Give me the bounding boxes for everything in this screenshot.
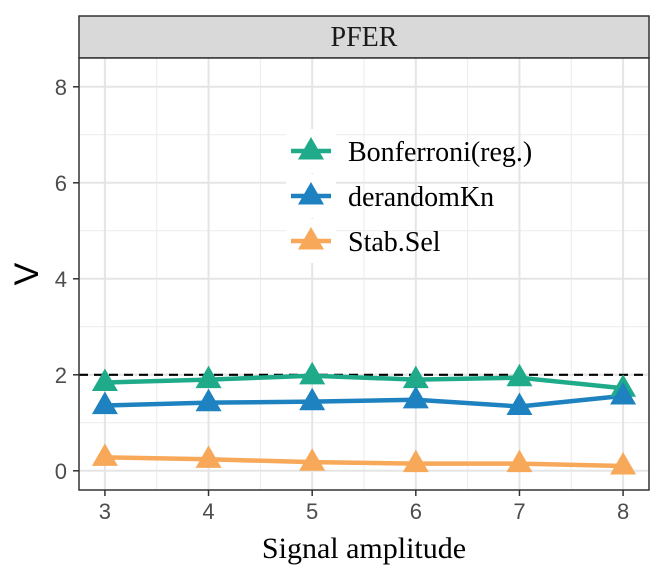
facet-title: PFER — [331, 22, 398, 53]
legend-key-marker — [298, 227, 324, 250]
data-point — [299, 448, 326, 471]
legend-label: Bonferroni(reg.) — [348, 137, 532, 168]
legend-key-marker — [298, 137, 324, 160]
plot-border — [78, 57, 650, 491]
y-axis-title: V — [8, 262, 46, 285]
x-tick-label: 4 — [202, 499, 214, 524]
legend: Bonferroni(reg.) derandomKn Stab.Sel — [286, 129, 532, 263]
data-point — [402, 385, 429, 409]
data-point — [91, 443, 118, 466]
legend-key-marker — [298, 182, 324, 205]
data-point — [402, 365, 429, 389]
legend-label: Stab.Sel — [348, 227, 441, 258]
data-point — [195, 388, 222, 412]
data-point — [506, 392, 533, 416]
series-layer — [91, 361, 637, 475]
data-point — [506, 449, 533, 473]
x-tick-label: 6 — [410, 499, 422, 524]
x-axis: 3 4 5 6 7 8 — [99, 490, 629, 524]
y-tick-label: 6 — [55, 171, 67, 196]
data-point — [402, 449, 429, 473]
data-point — [610, 452, 637, 475]
x-tick-label: 7 — [513, 499, 525, 524]
y-tick-label: 0 — [55, 459, 67, 484]
data-point — [195, 445, 222, 468]
x-axis-title: Signal amplitude — [262, 532, 466, 565]
legend-label: derandomKn — [348, 182, 494, 213]
major-gridlines — [79, 58, 649, 490]
x-tick-label: 5 — [306, 499, 318, 524]
y-axis: 0 2 4 6 8 — [55, 75, 79, 484]
series-line-2 — [104, 455, 624, 469]
data-point — [299, 361, 326, 385]
series-line-0 — [104, 373, 624, 391]
y-tick-label: 8 — [55, 75, 67, 100]
y-tick-label: 4 — [55, 267, 67, 292]
series-line-1 — [104, 393, 624, 409]
facet-strip — [78, 15, 650, 59]
data-point — [299, 387, 326, 411]
data-point — [91, 391, 118, 415]
data-point — [195, 365, 222, 389]
x-tick-label: 3 — [99, 499, 111, 524]
y-tick-label: 2 — [55, 363, 67, 388]
x-tick-label: 8 — [617, 499, 629, 524]
data-point — [506, 363, 533, 387]
data-point — [610, 381, 637, 405]
data-point — [91, 368, 118, 392]
minor-gridlines — [79, 58, 649, 490]
